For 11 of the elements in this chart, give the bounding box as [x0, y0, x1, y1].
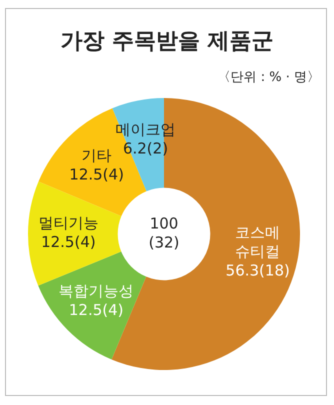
chart-title: 가장 주목받을 제품군: [59, 28, 275, 56]
slice-label: 코스메 슈티컬: [235, 224, 280, 261]
data-label: 12.5(4): [69, 166, 124, 184]
data-label: 12.5(4): [41, 233, 96, 252]
slice-label: 복합기능성: [58, 282, 134, 300]
slice-label: 기타: [82, 146, 112, 165]
chart-subtitle: 〈단위 : % · 명〉: [218, 69, 320, 86]
data-label: 56.3(18): [226, 262, 290, 280]
data-label: 12.5(4): [68, 300, 124, 319]
text: 100 (32): [148, 214, 180, 252]
slice-label: 멀티기능: [38, 214, 98, 232]
